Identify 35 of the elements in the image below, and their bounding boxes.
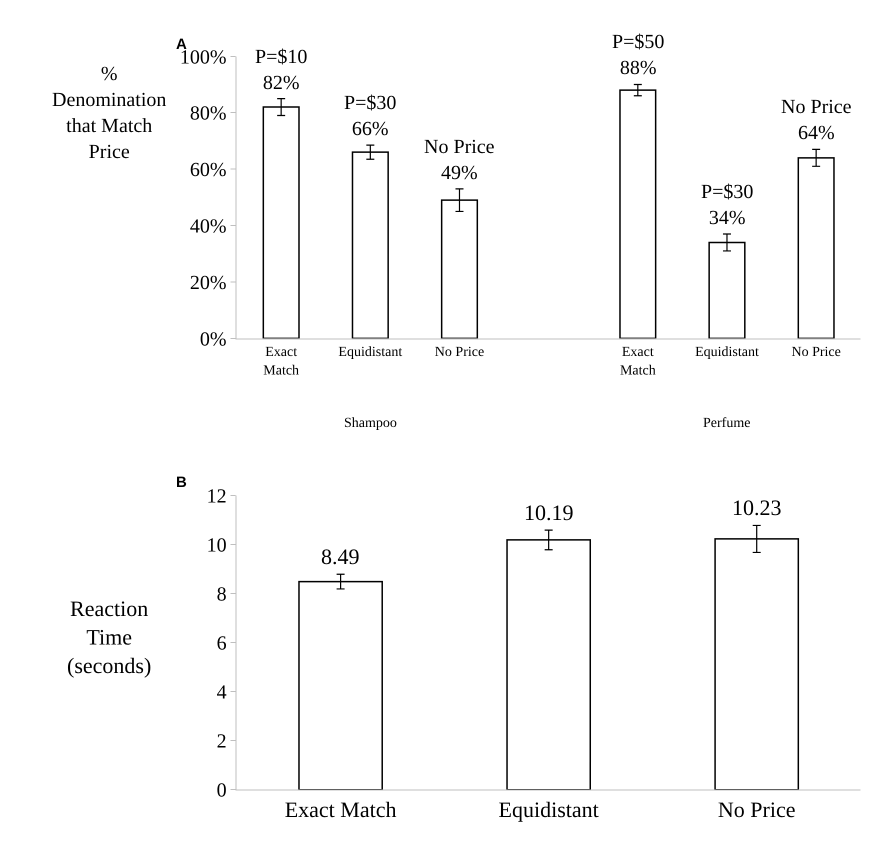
x-tick-label: Equidistant	[338, 345, 402, 360]
y-tick-label: 60%	[190, 159, 227, 182]
x-tick-label: Exact Match	[263, 345, 300, 378]
y-tick-label: 6	[216, 632, 227, 655]
y-tick-label: 8	[216, 584, 227, 606]
text: Shampoo	[344, 416, 397, 431]
y-tick-label: 80%	[190, 102, 227, 125]
data-label: No Price 64%	[781, 96, 852, 144]
y-tick-label: 2	[216, 730, 227, 753]
x-tick-label: No Price	[434, 345, 484, 360]
chart-title: B	[176, 474, 187, 491]
y-tick-label: 0	[216, 780, 227, 802]
data-label: 10.23	[732, 495, 782, 520]
y-tick-label: 20%	[190, 272, 227, 294]
data-label: P=$30 66%	[344, 92, 396, 140]
x-tick-label: No Price	[791, 345, 841, 360]
data-label: No Price 49%	[424, 136, 495, 184]
y-tick-label: 0%	[200, 328, 227, 350]
y-tick-label: 4	[216, 682, 227, 704]
text: Perfume	[703, 416, 750, 431]
data-label: P=$50 88%	[612, 31, 664, 79]
data-label: 8.49	[321, 544, 360, 569]
y-tick-label: 40%	[190, 216, 227, 238]
y-tick-label: 10	[206, 534, 227, 557]
x-tick-label: Exact Match	[620, 345, 656, 378]
y-axis-title: % Denomination that Match Price	[52, 63, 166, 163]
x-tick-label: Exact Match	[284, 797, 397, 822]
x-tick-label: No Price	[718, 797, 796, 822]
data-label: P=$10 82%	[255, 46, 308, 94]
data-label: 10.19	[524, 500, 574, 525]
x-tick-label: Equidistant	[695, 345, 759, 360]
x-tick-label: Equidistant	[498, 797, 599, 822]
data-label: P=$30 34%	[701, 181, 754, 229]
y-tick-label: 12	[206, 486, 227, 508]
y-axis-title: Reaction Time (seconds)	[67, 596, 152, 678]
